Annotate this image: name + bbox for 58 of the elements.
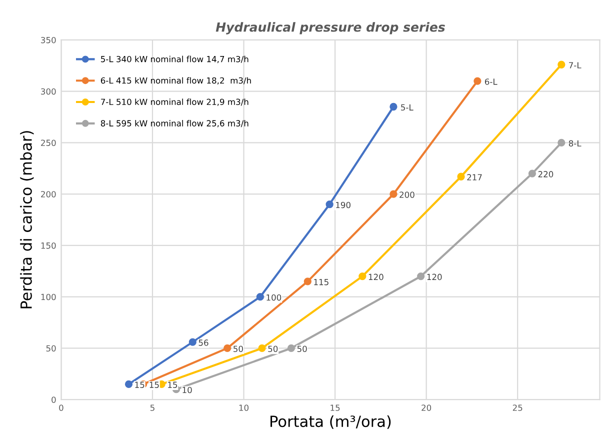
x-tick-label: 0 (59, 404, 64, 411)
data-label: 50 (234, 346, 243, 352)
point (287, 344, 296, 352)
data-label: 10 (182, 386, 192, 394)
y-tick-label: 300 (41, 88, 56, 95)
y-tick-label: 50 (46, 345, 56, 352)
annotation: 7-L (569, 62, 582, 68)
data-label: 15 (135, 382, 144, 388)
point (224, 344, 232, 352)
data-label: 15 (150, 382, 159, 388)
y-tick-label: 250 (41, 140, 56, 146)
y-tick-label: 350 (41, 36, 56, 44)
data-label: 15 (168, 382, 178, 388)
point (258, 344, 266, 352)
data-label: 200 (400, 192, 414, 198)
data-label: 50 (268, 346, 278, 352)
data-label: 50 (297, 346, 307, 352)
x-axis-title: Portata (m³/ora) (270, 415, 391, 429)
point (558, 60, 566, 68)
annotation: 5-L (401, 104, 414, 111)
data-label: 120 (427, 274, 442, 280)
point (304, 278, 312, 286)
data-label: 100 (266, 294, 282, 301)
data-label: 217 (467, 174, 482, 180)
point (457, 172, 465, 180)
legend-label: 8-L 595 kW nominal flow 25,6 m3/h (100, 120, 248, 128)
point (326, 200, 334, 208)
y-tick-label: 200 (41, 191, 56, 198)
point (474, 77, 482, 85)
point (417, 272, 425, 280)
legend-label: 6-L 415 kW nominal flow 18,2 m3/h (100, 77, 251, 84)
point (124, 380, 133, 388)
data-label: 120 (368, 274, 384, 280)
data-label: 190 (336, 202, 350, 208)
data-label: 220 (538, 171, 554, 178)
point (528, 170, 536, 178)
point (558, 138, 566, 147)
x-tick-label: 25 (512, 404, 522, 411)
y-tick-label: 150 (41, 242, 56, 249)
data-label: 115 (314, 279, 328, 286)
point (358, 272, 366, 280)
x-tick-label: 10 (239, 404, 249, 411)
x-tick-label: 20 (422, 404, 432, 411)
chart-title: Hydraulical pressure drop series (216, 22, 445, 34)
x-tick-label: 5 (150, 404, 154, 411)
legend-label: 7-L 510 kW nominal flow 21,9 m3/h (101, 98, 248, 106)
point (188, 338, 196, 346)
data-label: 56 (198, 340, 208, 346)
legend-label: 5-L 340 kW nominal flow 14,7 m3/h (101, 56, 248, 64)
x-tick-label: 15 (330, 404, 340, 411)
y-tick-label: 100 (41, 294, 56, 300)
annotation: 8-L (568, 140, 582, 147)
point (256, 293, 264, 301)
y-tick-label: 0 (52, 396, 56, 403)
y-axis-title: Perdita di carico (mbar) (20, 131, 34, 308)
annotation: 6-L (484, 78, 498, 85)
point (390, 190, 398, 198)
point (390, 102, 398, 111)
